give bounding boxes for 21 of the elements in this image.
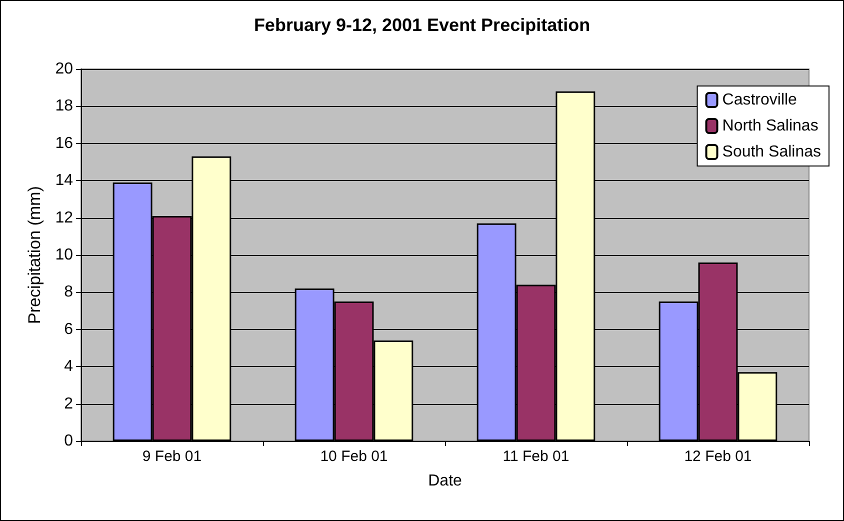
y-tick-label: 4 bbox=[64, 358, 74, 376]
y-tick-label: 10 bbox=[55, 246, 74, 264]
x-tick-label: 9 Feb 01 bbox=[142, 448, 202, 465]
y-tick-label: 18 bbox=[55, 98, 74, 115]
legend-label: North Salinas bbox=[722, 118, 818, 134]
y-tick-label: 14 bbox=[55, 172, 74, 190]
chart-title: February 9-12, 2001 Event Precipitation bbox=[254, 15, 590, 35]
y-tick-label: 20 bbox=[55, 60, 74, 78]
y-axis-title: Precipitation (mm) bbox=[25, 186, 44, 324]
legend-label: South Salinas bbox=[722, 144, 821, 160]
y-tick-label: 6 bbox=[64, 320, 74, 338]
y-tick-label: 0 bbox=[64, 432, 74, 450]
x-tick-label: 10 Feb 01 bbox=[320, 448, 388, 465]
x-tick-label: 11 Feb 01 bbox=[502, 448, 570, 465]
y-tick-label: 16 bbox=[55, 134, 74, 152]
y-tick-label: 12 bbox=[55, 209, 74, 226]
y-tick-label: 2 bbox=[64, 395, 74, 412]
legend-label: Castroville bbox=[722, 92, 798, 108]
x-axis-title: Date bbox=[428, 472, 462, 490]
x-tick-label: 12 Feb 01 bbox=[684, 448, 752, 465]
y-tick-label: 8 bbox=[64, 284, 74, 301]
